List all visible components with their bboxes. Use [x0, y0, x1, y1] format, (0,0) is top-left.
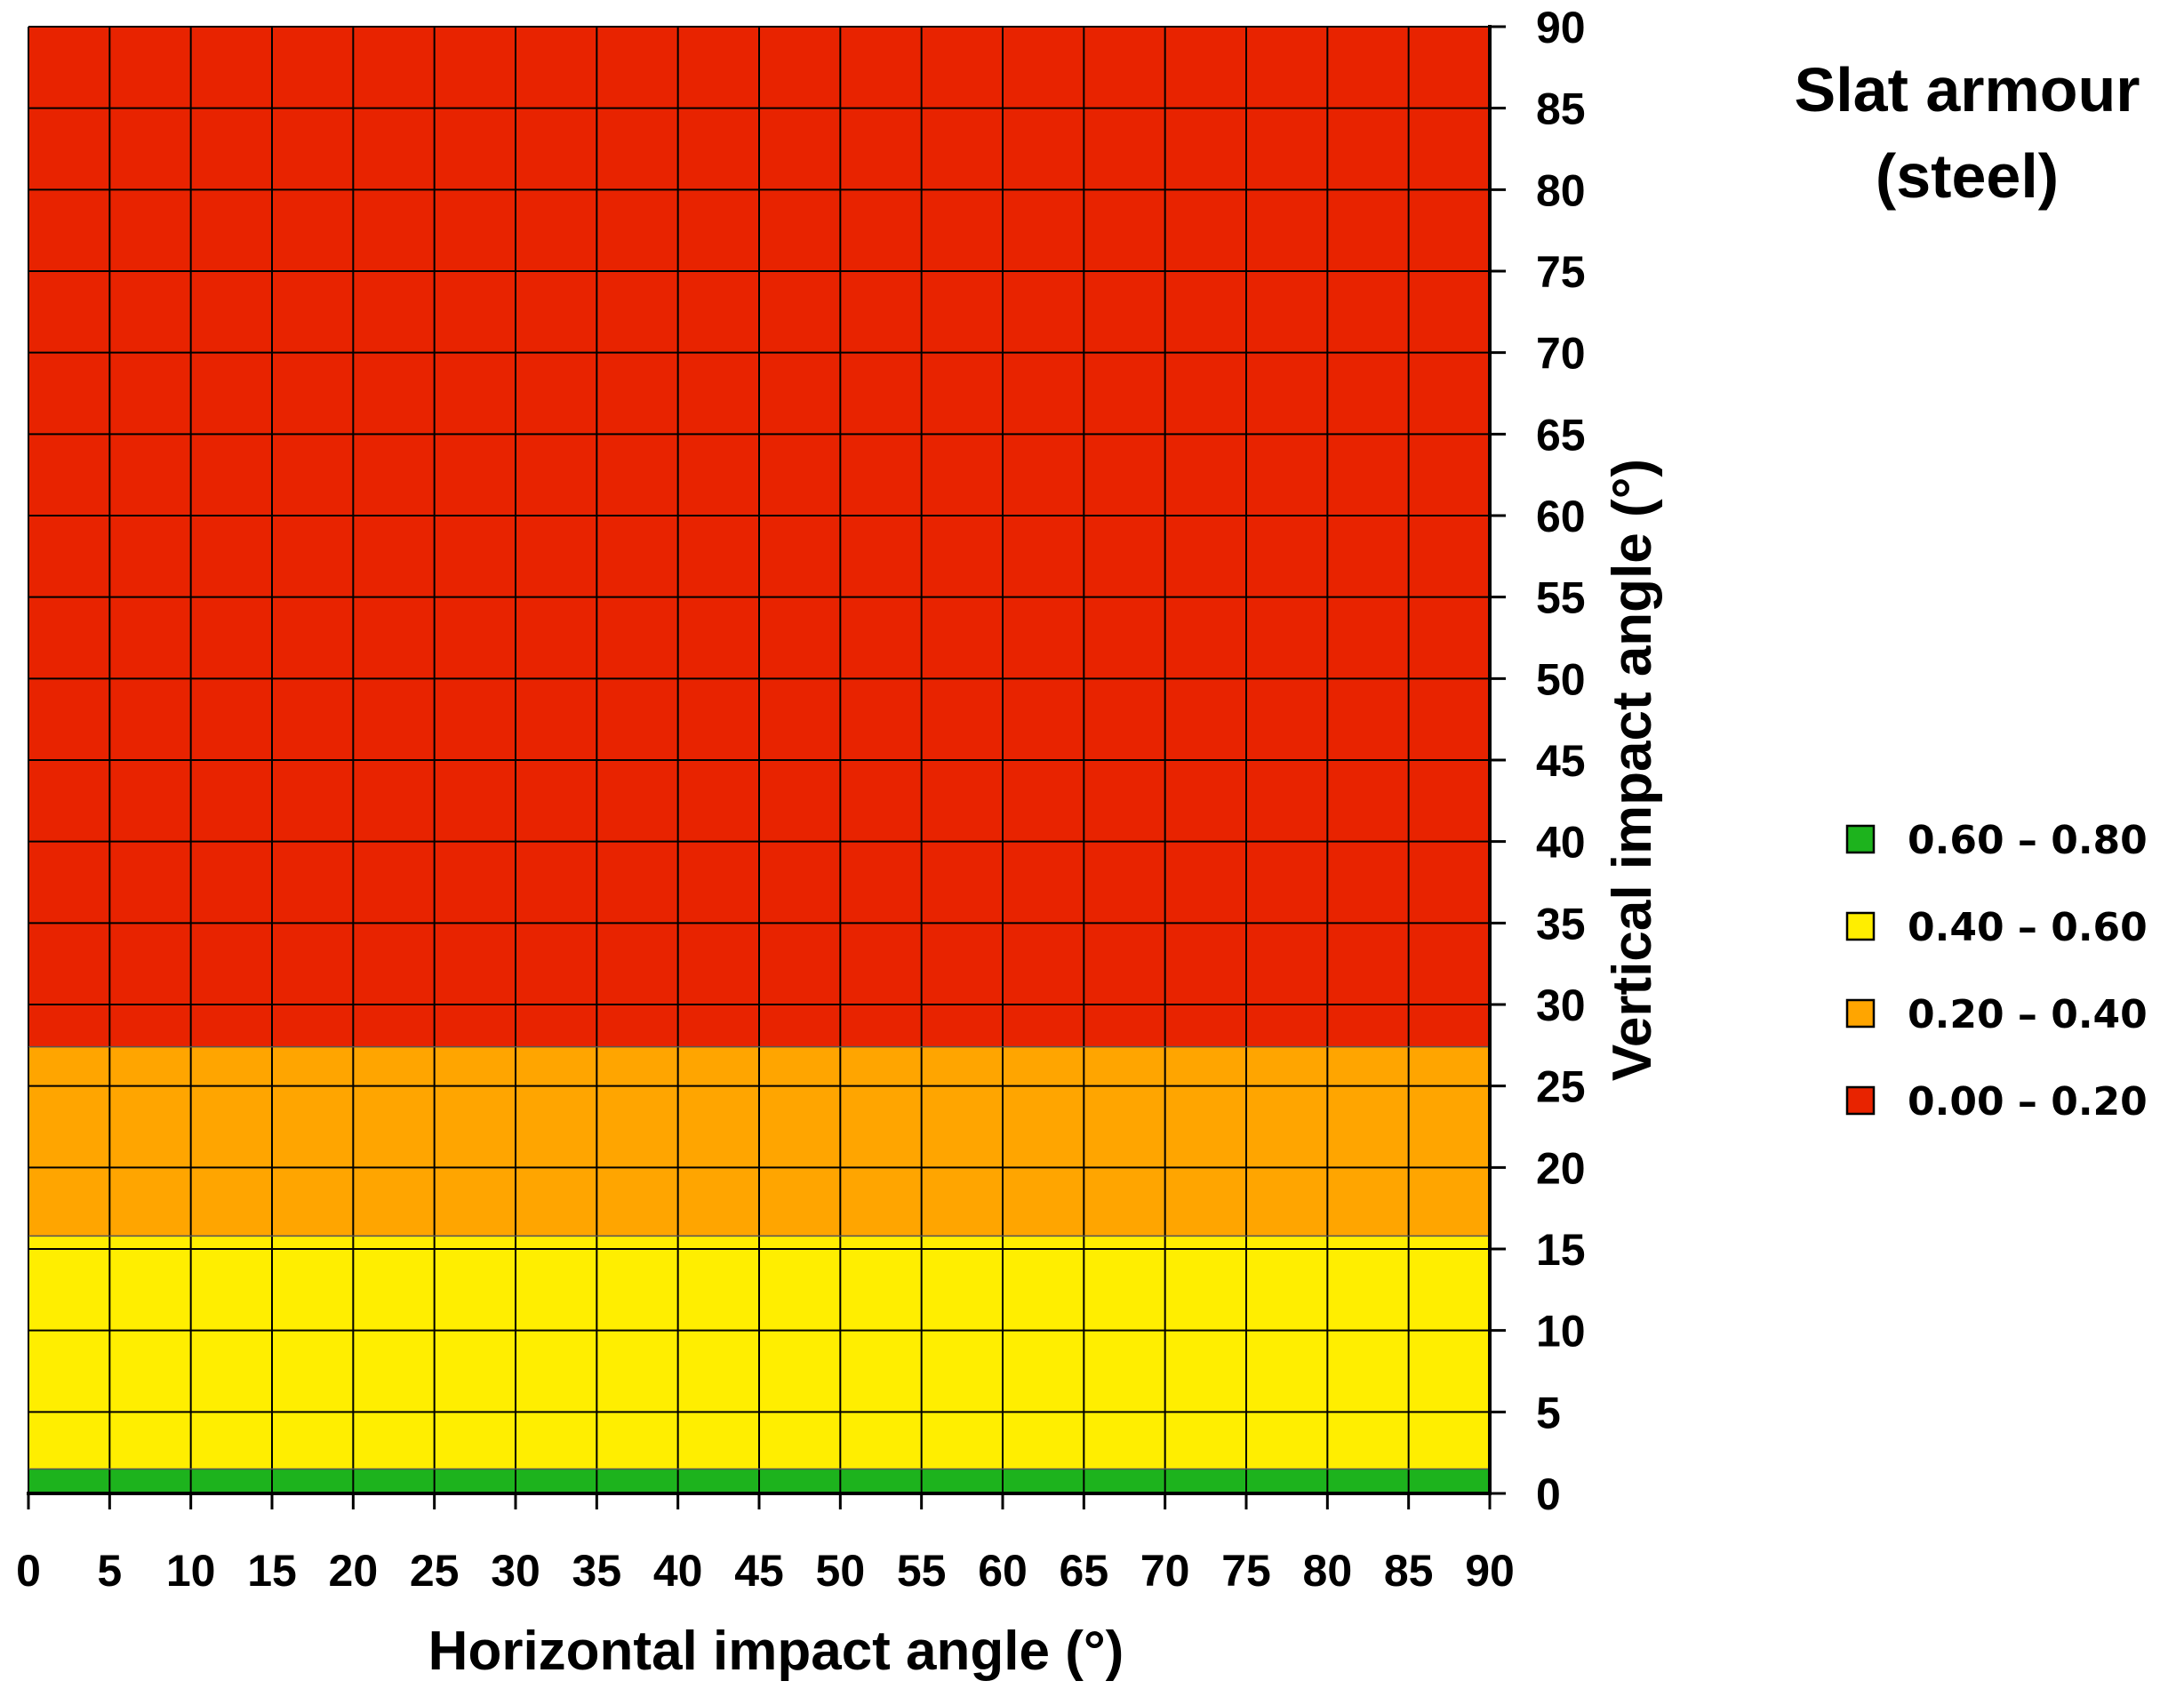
x-tick-label-65: 65 [1060, 1546, 1109, 1596]
y-tick-label-30: 30 [1536, 981, 1586, 1030]
x-tick-label-15: 15 [247, 1546, 297, 1596]
legend-swatch-0 [1845, 824, 1876, 854]
y-tick-label-15: 15 [1536, 1225, 1586, 1275]
legend-label-1: 0.40 – 0.60 [1908, 905, 2148, 950]
x-axis-title: Horizontal impact angle (°) [428, 1621, 1124, 1682]
x-tick-label-50: 50 [816, 1546, 866, 1596]
legend-label-2: 0.20 – 0.40 [1908, 992, 2148, 1037]
legend: 0.60 – 0.80 0.40 – 0.60 0.20 – 0.40 0.00 – … [1845, 818, 2148, 1125]
x-tick-label-40: 40 [653, 1546, 703, 1596]
legend-swatch-3 [1845, 1085, 1876, 1116]
x-tick-label-10: 10 [166, 1546, 216, 1596]
y-tick-label-45: 45 [1536, 736, 1586, 786]
y-tick-label-25: 25 [1536, 1062, 1586, 1112]
y-axis-title: Vertical impact angle (°) [1602, 459, 1663, 1081]
y-tick-label-55: 55 [1536, 573, 1586, 623]
y-tick-label-70: 70 [1536, 329, 1586, 379]
x-tick-label-55: 55 [897, 1546, 947, 1596]
x-tick-label-5: 5 [97, 1546, 122, 1596]
y-tick-label-20: 20 [1536, 1143, 1586, 1193]
y-tick-label-5: 5 [1536, 1388, 1561, 1437]
x-tick-label-75: 75 [1221, 1546, 1271, 1596]
y-tick-label-80: 80 [1536, 165, 1586, 215]
y-tick-label-75: 75 [1536, 247, 1586, 297]
y-tick-label-65: 65 [1536, 410, 1586, 460]
y-tick-label-10: 10 [1536, 1307, 1586, 1357]
y-tick-label-50: 50 [1536, 654, 1586, 704]
legend-swatch-1 [1845, 911, 1876, 941]
legend-label-3: 0.00 – 0.20 [1908, 1079, 2148, 1125]
x-tick-label-35: 35 [572, 1546, 622, 1596]
x-tick-label-25: 25 [410, 1546, 460, 1596]
x-tick-label-85: 85 [1384, 1546, 1434, 1596]
x-tick-label-80: 80 [1303, 1546, 1353, 1596]
x-tick-label-60: 60 [978, 1546, 1028, 1596]
y-tick-label-60: 60 [1536, 492, 1586, 541]
x-tick-label-90: 90 [1465, 1546, 1515, 1596]
chart-title: Slat armour (steel) [1795, 55, 2140, 211]
chart-title-line-1: Slat armour [1795, 55, 2140, 124]
axes [27, 25, 1506, 1509]
x-tick-labels: 0 5 10 15 20 25 30 35 40 45 50 55 60 65 70 75 80 85 90 [16, 1546, 1515, 1596]
x-tick-label-0: 0 [16, 1546, 41, 1596]
legend-label-0: 0.60 – 0.80 [1908, 818, 2148, 863]
legend-item-1: 0.40 – 0.60 [1845, 905, 2148, 950]
chart-title-line-2: (steel) [1876, 141, 2059, 211]
legend-item-0: 0.60 – 0.80 [1845, 818, 2148, 863]
y-tick-label-90: 90 [1536, 3, 1586, 52]
y-tick-label-85: 85 [1536, 84, 1586, 134]
y-tick-label-0: 0 [1536, 1469, 1561, 1519]
legend-item-2: 0.20 – 0.40 [1845, 992, 2148, 1037]
y-tick-label-35: 35 [1536, 899, 1586, 949]
x-tick-label-30: 30 [491, 1546, 540, 1596]
y-tick-label-40: 40 [1536, 818, 1586, 868]
grid-lines [28, 26, 1491, 1494]
x-tick-label-45: 45 [734, 1546, 784, 1596]
x-tick-label-70: 70 [1140, 1546, 1190, 1596]
legend-swatch-2 [1845, 998, 1876, 1029]
y-tick-labels: 0 5 10 15 20 25 30 35 40 45 50 55 60 65 70 75 80 85 90 [1536, 3, 1586, 1519]
x-tick-label-20: 20 [329, 1546, 379, 1596]
legend-item-3: 0.00 – 0.20 [1845, 1079, 2148, 1125]
